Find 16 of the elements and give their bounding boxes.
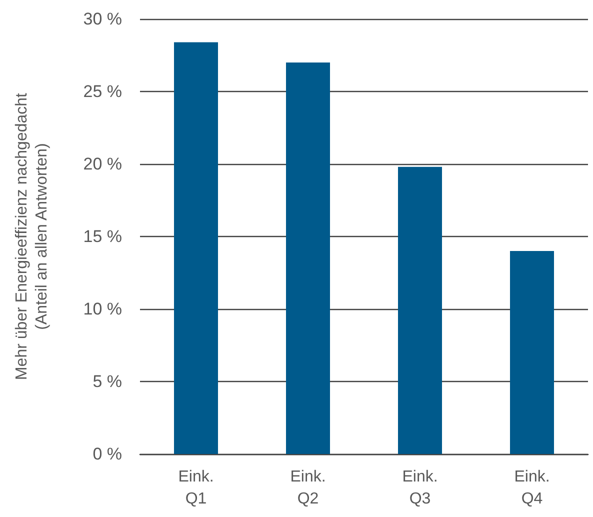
x-tick-label: Eink. Q1 bbox=[178, 468, 214, 508]
bar bbox=[510, 251, 554, 454]
y-tick-label: 30 % bbox=[83, 10, 122, 28]
x-tick-label: Eink. Q3 bbox=[402, 468, 438, 508]
y-tick-label: 10 % bbox=[83, 300, 122, 318]
y-tick-label: 5 % bbox=[92, 372, 122, 391]
x-tick-label: Eink. Q4 bbox=[514, 468, 550, 508]
y-tick-label: 20 % bbox=[83, 154, 122, 174]
bar bbox=[398, 166, 442, 454]
y-axis-title: Mehr über Energieeffizienz nachgedacht (Anteil an allen Antworten) bbox=[14, 92, 50, 380]
bar bbox=[286, 62, 330, 454]
x-tick-label: Eink. Q2 bbox=[290, 468, 326, 508]
y-tick-label: 0 % bbox=[92, 444, 122, 464]
bar bbox=[174, 42, 218, 454]
y-tick-label: 25 % bbox=[83, 82, 122, 101]
y-tick-label: 15 % bbox=[83, 227, 122, 246]
